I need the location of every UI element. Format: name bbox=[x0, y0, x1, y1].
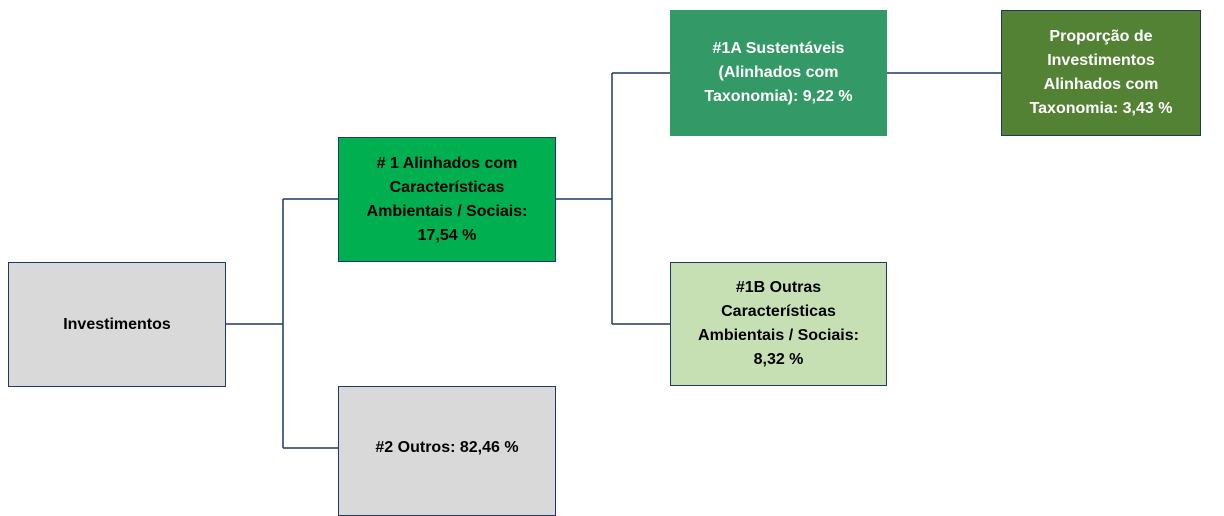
node-label: Investimentos bbox=[1047, 52, 1155, 69]
node-label: Ambientais / Sociais: bbox=[698, 327, 859, 344]
node-label: #2 Outros: 82,46 % bbox=[375, 439, 519, 456]
node-label: 17,54 % bbox=[417, 226, 477, 244]
taxonomy-node: Proporção de Investimentos Alinhados com Ta… bbox=[1001, 10, 1201, 136]
node-label: 8,32 % bbox=[753, 351, 804, 368]
node-label: Proporção de bbox=[1049, 28, 1153, 45]
other-node: #2 Outros: 82,46 % bbox=[338, 386, 556, 516]
node-label: #1A Sustentáveis bbox=[712, 40, 845, 57]
node-label: Características bbox=[721, 303, 836, 320]
connector bbox=[556, 72, 670, 325]
node-label: Investimentos bbox=[63, 315, 171, 333]
node-label: # 1 Alinhados com bbox=[376, 154, 518, 172]
node-label: Taxonomia): 9,22 % bbox=[704, 88, 853, 105]
node-label: Taxonomia: 3,43 % bbox=[1029, 100, 1173, 117]
root-node: Investimentos bbox=[8, 262, 226, 387]
other-characteristics-node: #1B Outras Características Ambientais / So… bbox=[670, 262, 887, 386]
node-label: #1B Outras bbox=[735, 279, 822, 296]
node-label: Ambientais / Sociais: bbox=[366, 202, 528, 220]
node-label: Características bbox=[389, 178, 505, 196]
node-label: Alinhados com bbox=[1043, 76, 1159, 93]
sustainable-node: #1A Sustentáveis (Alinhados com Taxonomia)… bbox=[670, 10, 887, 136]
node-label: (Alinhados com bbox=[718, 64, 839, 81]
connector bbox=[226, 198, 338, 449]
aligned-node: # 1 Alinhados com Características Ambienta… bbox=[338, 137, 556, 262]
